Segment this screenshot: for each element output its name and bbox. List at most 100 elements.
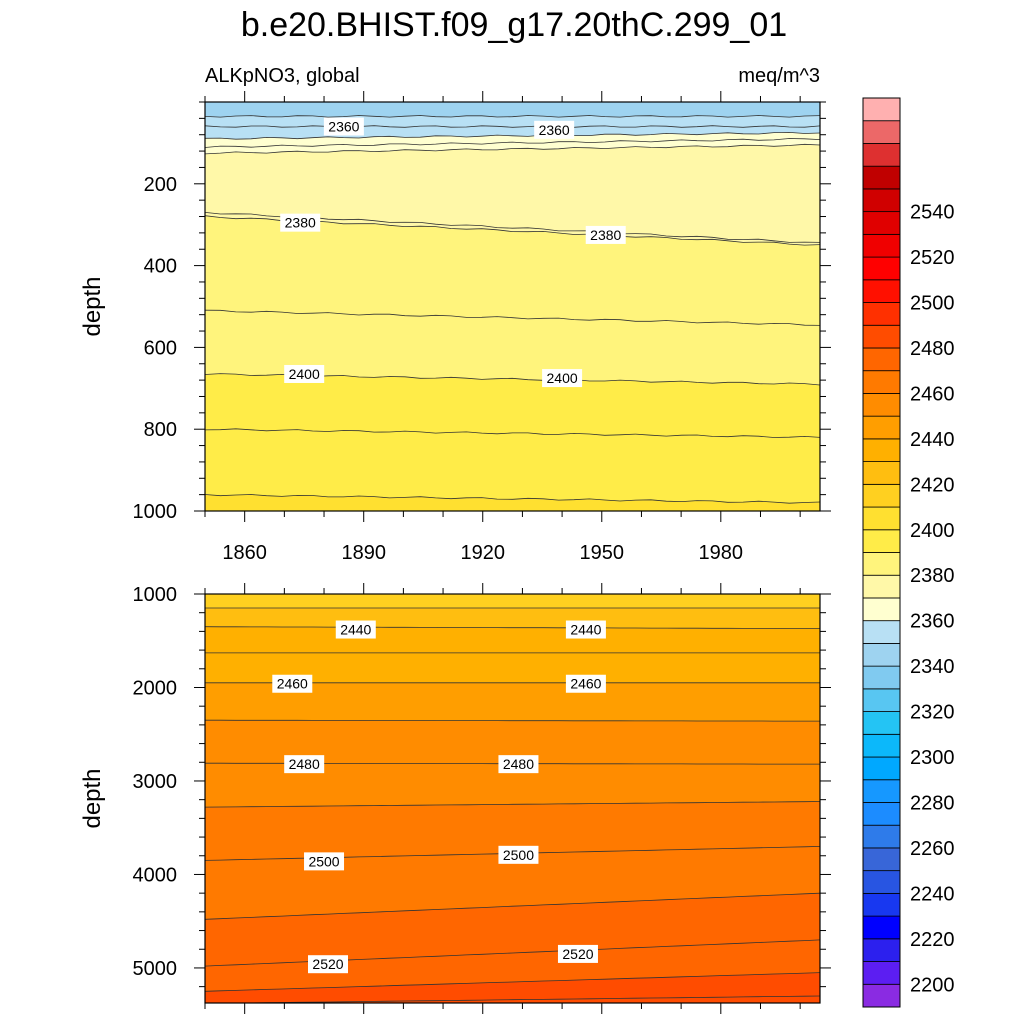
contour-label: 2500 [498, 845, 539, 864]
colorbar-box [862, 779, 901, 803]
colorbar-box [862, 892, 901, 917]
contour-line [205, 428, 820, 438]
contour-label-text: 2460 [570, 676, 601, 692]
contour-label: 2440 [335, 620, 376, 639]
plot-frame [204, 101, 821, 512]
y-tick-label: 600 [144, 337, 177, 359]
contour-line [212, 995, 820, 1003]
colorbar-box [862, 620, 901, 644]
contour-label-text: 2480 [503, 756, 534, 772]
contour-label-text: 2500 [503, 847, 534, 863]
contour-label: 2460 [565, 674, 606, 693]
colorbar-box [862, 483, 901, 508]
contour-label: 2500 [304, 852, 345, 871]
contour-line [205, 626, 820, 629]
colorbar-box [862, 552, 901, 576]
colorbar-box [862, 733, 901, 758]
colorbar-box [862, 688, 901, 712]
colorbar-box [862, 370, 901, 394]
colorbar-box [862, 97, 901, 122]
y-tick-label: 2000 [133, 677, 178, 699]
contour-label: 2520 [308, 955, 348, 974]
variable-label: ALKpNO3, global [205, 65, 360, 87]
colorbar-frame [862, 97, 901, 1008]
colorbar-tick-label: 2420 [910, 474, 955, 496]
colorbar-tick-label: 2520 [910, 247, 955, 269]
contour-line [205, 131, 820, 140]
colorbar-box [862, 256, 901, 281]
colorbar-tick-label: 2260 [910, 838, 955, 860]
contour-label: 2400 [542, 369, 583, 388]
colorbar-tick-label: 2280 [910, 792, 955, 814]
colorbar-tick-label: 2380 [910, 565, 955, 587]
colorbar-box [862, 211, 901, 235]
colorbar-box [862, 415, 901, 440]
colorbar-box [862, 461, 901, 485]
contour-label: 2480 [284, 755, 325, 774]
contour-label-text: 2360 [328, 119, 359, 135]
y-tick-label: 5000 [133, 958, 178, 980]
upper-panel: 2360 2360 2380 2380 2400 2400 1860 1890 1920 1950… [79, 91, 831, 564]
colorbar-box [862, 824, 901, 849]
y-tick-label: 800 [144, 419, 177, 441]
chart-title: b.e20.BHIST.f09_g17.20thC.299_01 [241, 6, 787, 44]
colorbar-box [862, 165, 901, 190]
colorbar-box [862, 915, 901, 940]
contour-line [205, 494, 820, 504]
contour-line [205, 972, 820, 992]
colorbar-box [862, 802, 901, 826]
x-tick-label: 1920 [460, 542, 505, 564]
colorbar-tick-label: 2360 [910, 611, 955, 633]
colorbar-box [862, 120, 901, 144]
contour-label-text: 2460 [277, 676, 308, 692]
contour-fills [205, 102, 820, 511]
colorbar-tick-label: 2540 [910, 202, 955, 224]
colorbar-box [862, 574, 901, 599]
contour-band [205, 494, 820, 511]
contour-label: 2480 [498, 755, 539, 774]
colorbar-box [862, 324, 901, 349]
x-tick-label: 1950 [580, 542, 625, 564]
lower-panel: 2440 2440 2460 2460 2480 2480 2500 2500 2520 2520… [79, 583, 831, 1014]
contour-label-text: 2400 [289, 366, 320, 382]
colorbar-box [862, 279, 901, 303]
colorbar-tick-label: 2340 [910, 656, 955, 678]
contour-label-text: 2380 [590, 227, 621, 243]
contour-band [205, 428, 820, 511]
y-tick-label: 200 [144, 174, 177, 196]
y-tick-label: 1000 [133, 584, 178, 606]
contour-label: 2360 [534, 120, 575, 139]
y-tick-label: 4000 [133, 864, 178, 886]
contour-line [205, 115, 820, 118]
contour-line [205, 801, 820, 808]
contour-label: 2440 [565, 620, 606, 639]
colorbar-tick-label: 2240 [910, 883, 955, 905]
contour-line [205, 309, 820, 326]
contour-label: 2380 [585, 225, 626, 244]
colorbar-tick-label: 2300 [910, 747, 955, 769]
contour-label-text: 2520 [562, 946, 593, 962]
colorbar-box [862, 983, 901, 1008]
contour-label-text: 2380 [285, 215, 316, 231]
contour-label-text: 2520 [312, 956, 343, 972]
colorbar-box [862, 143, 901, 167]
colorbar-tick-label: 2220 [910, 929, 955, 951]
contour-label: 2380 [280, 213, 321, 232]
contour-label-text: 2440 [570, 622, 601, 638]
colorbar-box [862, 188, 901, 213]
colorbar: 2200 2220 2240 2260 2280 2300 2320 2340 2360 2380… [862, 97, 955, 1008]
contour-line [205, 143, 820, 155]
colorbar-box [862, 597, 901, 622]
contour-fills [205, 594, 820, 1003]
plot-frame [204, 593, 821, 1004]
contour-line [205, 125, 820, 128]
colorbar-box [862, 347, 901, 372]
colorbar-box [862, 506, 901, 531]
colorbar-box [862, 847, 901, 872]
colorbar-box [862, 643, 901, 667]
colorbar-tick-label: 2480 [910, 338, 955, 360]
colorbar-box [862, 233, 901, 258]
contour-line [205, 138, 820, 148]
contour-label-text: 2400 [547, 370, 578, 386]
